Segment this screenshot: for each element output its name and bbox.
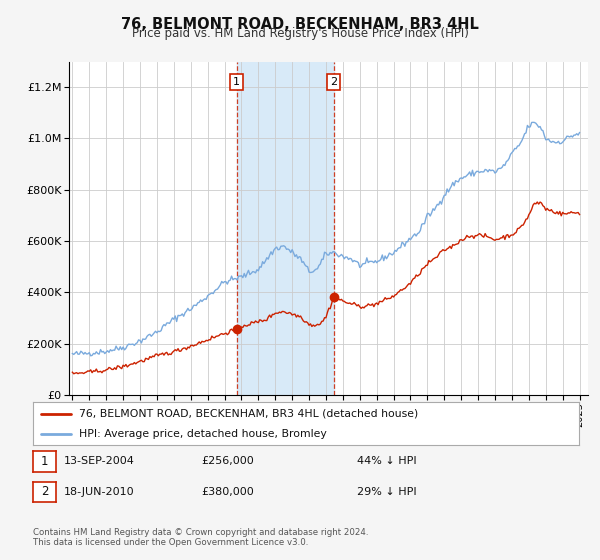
Text: 2: 2 xyxy=(330,77,337,87)
Text: 2: 2 xyxy=(41,486,48,498)
Text: 13-SEP-2004: 13-SEP-2004 xyxy=(64,456,135,466)
Bar xyxy=(236,62,334,395)
Text: 1: 1 xyxy=(41,455,48,468)
Text: 18-JUN-2010: 18-JUN-2010 xyxy=(64,487,135,497)
Text: 76, BELMONT ROAD, BECKENHAM, BR3 4HL: 76, BELMONT ROAD, BECKENHAM, BR3 4HL xyxy=(121,17,479,32)
Text: Contains HM Land Registry data © Crown copyright and database right 2024.
This d: Contains HM Land Registry data © Crown c… xyxy=(33,528,368,547)
Text: £380,000: £380,000 xyxy=(201,487,254,497)
Text: £256,000: £256,000 xyxy=(201,456,254,466)
Text: 76, BELMONT ROAD, BECKENHAM, BR3 4HL (detached house): 76, BELMONT ROAD, BECKENHAM, BR3 4HL (de… xyxy=(79,409,419,419)
Text: 1: 1 xyxy=(233,77,240,87)
Text: Price paid vs. HM Land Registry's House Price Index (HPI): Price paid vs. HM Land Registry's House … xyxy=(131,27,469,40)
Text: HPI: Average price, detached house, Bromley: HPI: Average price, detached house, Brom… xyxy=(79,428,327,438)
Text: 29% ↓ HPI: 29% ↓ HPI xyxy=(357,487,416,497)
Text: 44% ↓ HPI: 44% ↓ HPI xyxy=(357,456,416,466)
